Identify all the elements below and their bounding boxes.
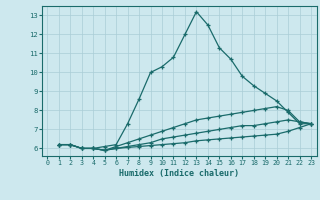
- X-axis label: Humidex (Indice chaleur): Humidex (Indice chaleur): [119, 169, 239, 178]
